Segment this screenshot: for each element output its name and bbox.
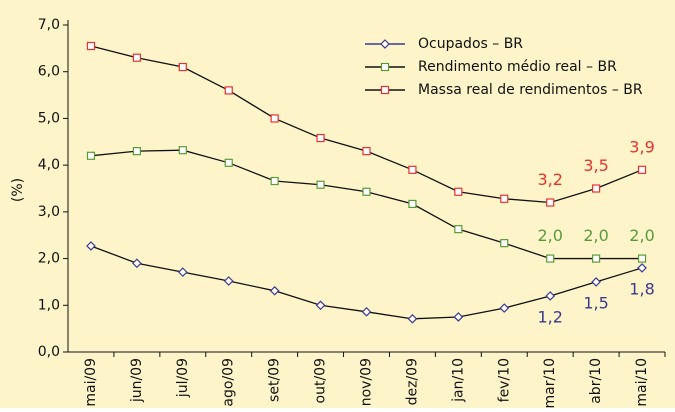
y-tick-label: 1,0	[38, 297, 60, 313]
point	[408, 199, 417, 209]
x-tick-label: jan/10	[450, 358, 466, 403]
legend-marker	[380, 85, 390, 95]
y-tick-label: 5,0	[38, 110, 60, 126]
y-tick-label: 7,0	[38, 17, 60, 33]
point	[499, 303, 510, 313]
x-tick-label: mai/09	[83, 358, 99, 407]
point	[315, 300, 326, 311]
point	[270, 114, 279, 123]
point	[637, 165, 647, 174]
point	[362, 147, 371, 156]
point	[637, 254, 647, 263]
legend-label: Massa real de rendimentos – BR	[418, 82, 643, 98]
point	[408, 165, 417, 174]
point	[177, 267, 188, 277]
point	[591, 277, 601, 287]
y-tick-label: 0,0	[38, 344, 60, 360]
point	[316, 133, 325, 143]
value-label: 3,2	[537, 170, 562, 189]
x-tick-label: out/09	[313, 358, 329, 403]
point	[178, 146, 187, 155]
point	[86, 151, 96, 160]
legend-label: Rendimento médio real – BR	[418, 59, 617, 75]
point	[362, 187, 371, 196]
point	[132, 53, 141, 62]
value-label: 2,0	[583, 226, 608, 245]
value-label: 2,0	[537, 226, 562, 245]
point	[270, 176, 279, 186]
x-tick-label: abr/10	[588, 358, 604, 404]
value-label: 3,9	[629, 137, 654, 156]
point	[545, 291, 556, 301]
x-tick-label: set/09	[267, 358, 283, 402]
point	[224, 158, 233, 167]
point	[453, 312, 464, 322]
x-tick-label: fev/10	[496, 358, 512, 402]
point	[592, 184, 601, 193]
value-label: 1,8	[629, 279, 654, 298]
x-tick-label: nov/09	[359, 358, 375, 406]
point	[637, 263, 647, 273]
x-tick-label: mar/10	[542, 358, 558, 408]
point	[224, 86, 233, 95]
point	[361, 306, 372, 317]
x-tick-label: dez/09	[404, 358, 420, 405]
x-tick-label: ago/09	[221, 358, 237, 407]
point	[86, 241, 96, 251]
legend-marker	[380, 62, 390, 72]
point	[500, 194, 509, 203]
point	[178, 62, 187, 72]
point	[592, 254, 601, 263]
x-tick-label: jul/09	[175, 358, 191, 398]
point	[546, 254, 555, 263]
point	[407, 313, 418, 324]
value-label: 1,5	[583, 293, 608, 312]
point	[500, 239, 509, 248]
y-axis-label: (%)	[10, 178, 26, 202]
point	[132, 258, 142, 269]
y-tick-label: 6,0	[38, 64, 60, 80]
value-label: 1,2	[537, 307, 562, 326]
y-tick-label: 3,0	[38, 204, 60, 220]
point	[546, 198, 555, 207]
legend-marker	[380, 39, 390, 49]
point	[454, 187, 463, 196]
y-tick-label: 2,0	[38, 251, 60, 267]
point	[132, 147, 141, 156]
point	[269, 285, 280, 296]
point	[223, 276, 234, 286]
point	[316, 180, 325, 189]
value-label: 2,0	[629, 226, 654, 245]
point	[454, 225, 463, 234]
y-tick-label: 4,0	[38, 157, 60, 173]
value-label: 3,5	[583, 156, 608, 175]
legend-label: Ocupados – BR	[418, 36, 523, 52]
point	[86, 41, 96, 51]
x-tick-label: jun/09	[129, 358, 145, 403]
x-tick-label: mai/10	[634, 358, 650, 407]
